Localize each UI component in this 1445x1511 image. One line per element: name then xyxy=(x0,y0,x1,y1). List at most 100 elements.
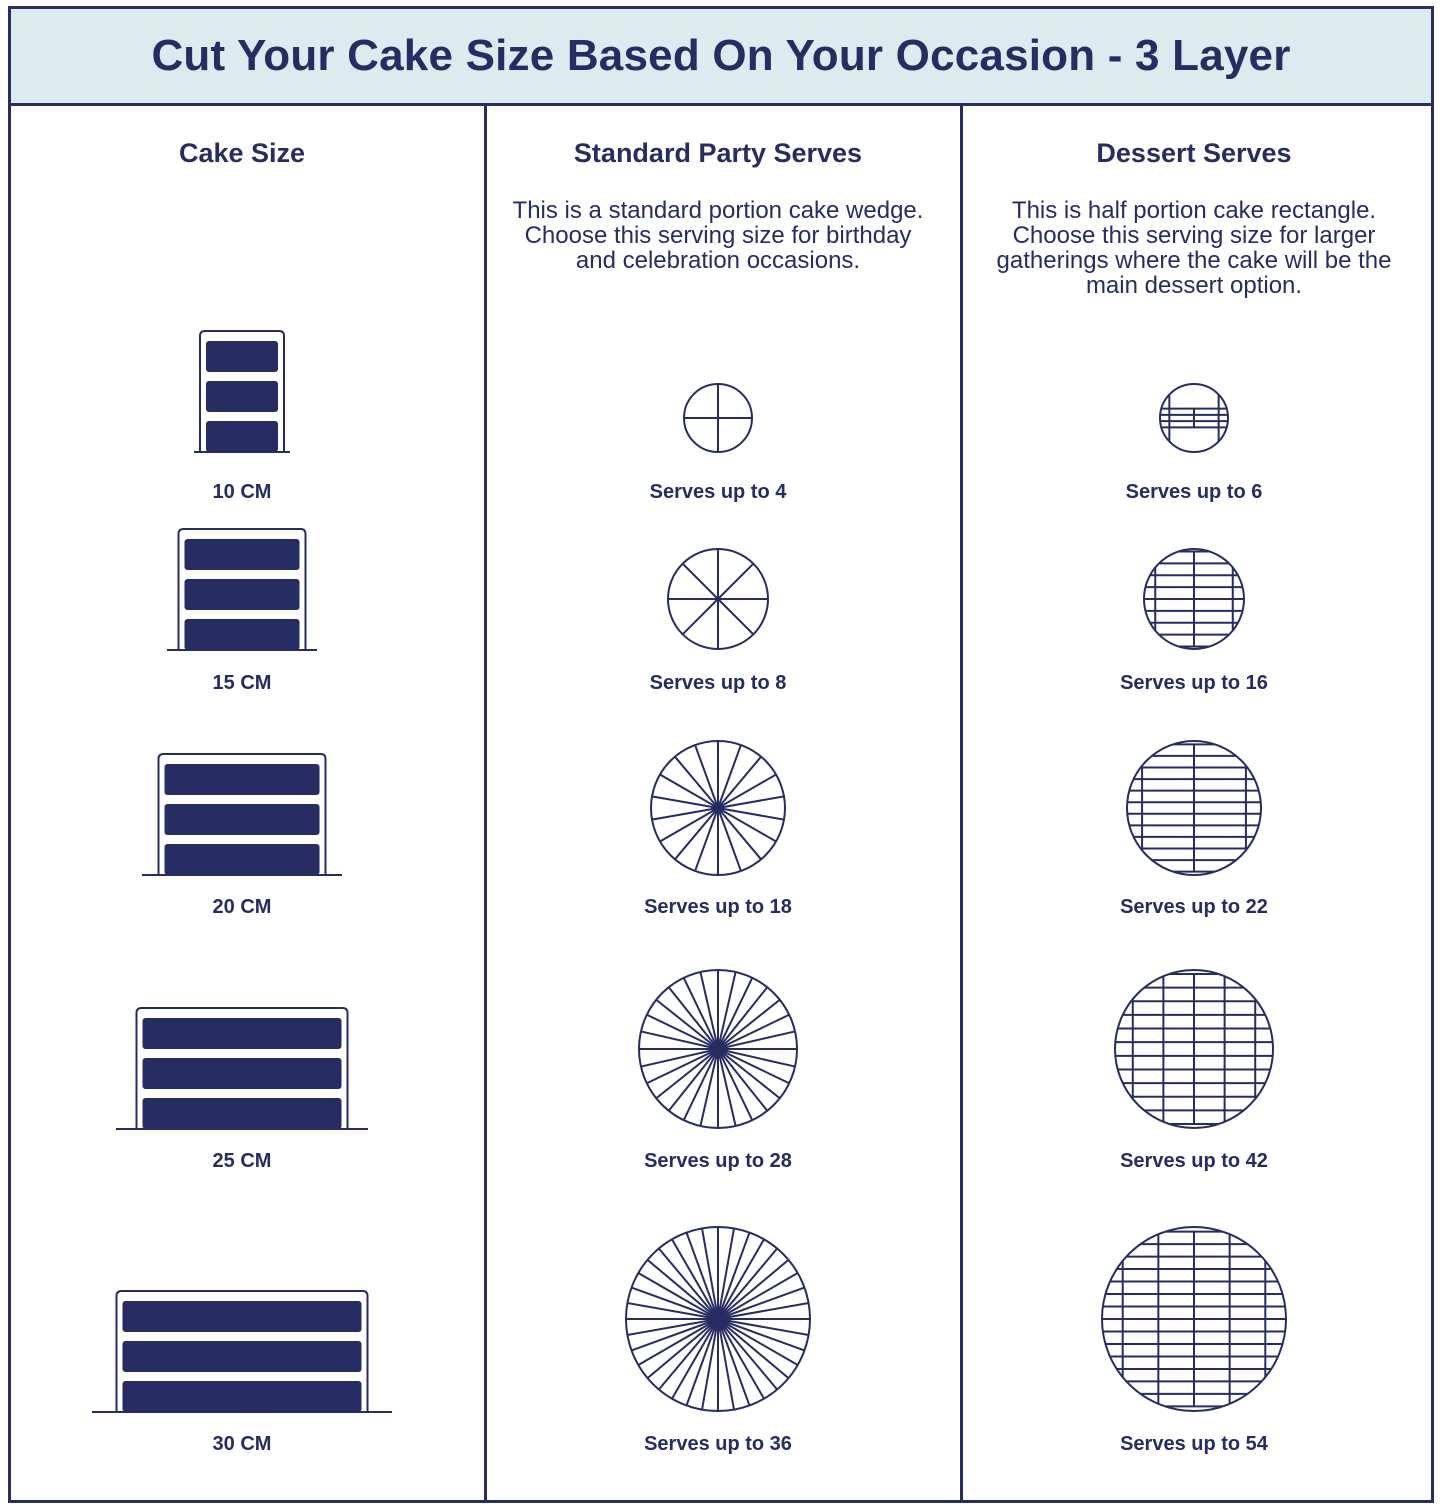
wedge-cut xyxy=(717,562,755,600)
wedge-cut xyxy=(640,1030,719,1050)
cake-top-outline xyxy=(638,969,798,1129)
wedge-cut xyxy=(717,1286,805,1320)
cake-layer xyxy=(184,619,300,650)
rectangle-cut-icon xyxy=(1114,969,1274,1129)
cake-layer xyxy=(206,421,278,452)
wedge-cut xyxy=(646,1318,719,1379)
wedge-cut xyxy=(717,807,742,872)
wedge-cut xyxy=(655,1048,719,1100)
standard-serves-label: Serves up to 18 xyxy=(644,896,792,918)
wedge-cut xyxy=(717,1318,778,1391)
column-divider-1 xyxy=(484,106,487,1500)
wedge-cut xyxy=(717,1318,735,1410)
cake-size-label: 25 CM xyxy=(212,1150,272,1172)
cake-size-label: 10 CM xyxy=(212,481,272,503)
wedge-cut-icon xyxy=(667,548,769,650)
wedge-cut xyxy=(631,1318,719,1352)
wedge-cut xyxy=(658,1318,719,1391)
dessert-serves-label: Serves up to 54 xyxy=(1120,1433,1268,1455)
cake-layer xyxy=(122,1341,362,1372)
rectangle-cut-icon xyxy=(1101,1226,1287,1412)
title-banner: Cut Your Cake Size Based On Your Occasio… xyxy=(11,9,1431,106)
wedge-cut xyxy=(717,1228,735,1320)
cake-side-icon xyxy=(92,1290,392,1413)
wedge-cut xyxy=(637,1272,719,1320)
wedge-cut xyxy=(701,1318,719,1410)
wedge-cut xyxy=(699,971,719,1050)
dessert-serves-label: Serves up to 42 xyxy=(1120,1150,1268,1172)
wedge-cut xyxy=(717,986,769,1050)
dessert-serves-label: Serves up to 16 xyxy=(1120,672,1268,694)
cake-outline xyxy=(135,1007,349,1129)
wedge-cut xyxy=(694,744,719,809)
wedge-cut xyxy=(717,1048,737,1127)
wedge-cut xyxy=(699,1048,719,1127)
wedge-cut xyxy=(717,1318,751,1406)
wedge-cut xyxy=(646,1259,719,1320)
cake-layer xyxy=(122,1381,362,1412)
cake-size-label: 15 CM xyxy=(212,672,272,694)
dessert-description: This is half portion cake rectangle. Cho… xyxy=(996,197,1392,299)
wedge-cut xyxy=(717,1048,754,1121)
wedge-cut-icon xyxy=(683,383,753,453)
cake-top-outline xyxy=(1126,740,1262,876)
wedge-cut xyxy=(717,1232,751,1320)
wedge-cut xyxy=(651,807,719,821)
cake-size-label: 30 CM xyxy=(212,1433,272,1455)
cake-layer xyxy=(206,381,278,412)
cake-layer xyxy=(184,579,300,610)
wedge-cut xyxy=(674,756,719,809)
dessert-serves-label: Serves up to 6 xyxy=(1125,481,1263,503)
cake-top-outline xyxy=(1159,383,1229,453)
cake-top-outline xyxy=(650,740,786,876)
cake-layer xyxy=(142,1098,342,1129)
wedge-cut xyxy=(667,1048,719,1112)
wedge-cut xyxy=(717,1272,799,1320)
column-heading-dessert: Dessert Serves xyxy=(1096,138,1292,168)
cake-outline xyxy=(115,1290,369,1412)
cake-size-label: 20 CM xyxy=(212,896,272,918)
wedge-cut xyxy=(717,1318,805,1352)
wedge-cut xyxy=(717,773,777,809)
wedge-cut xyxy=(717,977,754,1050)
wedge-cut xyxy=(659,773,719,809)
rectangle-cut-icon xyxy=(1126,740,1262,876)
standard-serves-label: Serves up to 28 xyxy=(644,1150,792,1172)
wedge-cut xyxy=(717,807,777,843)
standard-serves-label: Serves up to 36 xyxy=(644,1433,792,1455)
wedge-cut xyxy=(655,998,719,1050)
wedge-cut-icon xyxy=(625,1226,811,1412)
wedge-cut xyxy=(717,795,785,809)
cake-layer xyxy=(184,539,300,570)
wedge-cut xyxy=(701,1228,719,1320)
wedge-cut xyxy=(682,1048,719,1121)
wedge-cut xyxy=(640,1048,719,1068)
cake-layer xyxy=(142,1058,342,1089)
wedge-cut xyxy=(646,1048,719,1085)
column-heading-standard-party: Standard Party Serves xyxy=(573,138,863,168)
wedge-cut xyxy=(717,1048,790,1085)
cake-layer xyxy=(164,764,320,795)
wedge-cut xyxy=(717,1318,809,1336)
dessert-serves-label: Serves up to 22 xyxy=(1120,896,1268,918)
cake-side-icon xyxy=(194,330,290,453)
wedge-cut xyxy=(717,1318,765,1400)
wedge-cut-icon xyxy=(650,740,786,876)
cake-layer xyxy=(164,844,320,875)
wedge-cut xyxy=(717,998,781,1050)
cake-outline xyxy=(177,528,307,650)
standard-party-description: This is a standard portion cake wedge. C… xyxy=(512,197,924,274)
wedge-cut xyxy=(717,807,785,821)
wedge-cut xyxy=(717,1048,781,1100)
wedge-cut xyxy=(659,807,719,843)
wedge-cut xyxy=(717,1048,769,1112)
wedge-cut xyxy=(717,1247,778,1320)
wedge-cut xyxy=(717,1048,796,1068)
column-heading-cake-size: Cake Size xyxy=(178,138,306,168)
cake-top-outline xyxy=(667,548,769,650)
page-title: Cut Your Cake Size Based On Your Occasio… xyxy=(151,31,1291,80)
wedge-cut xyxy=(667,986,719,1050)
cake-top-outline xyxy=(1114,969,1274,1129)
wedge-cut xyxy=(682,977,719,1050)
